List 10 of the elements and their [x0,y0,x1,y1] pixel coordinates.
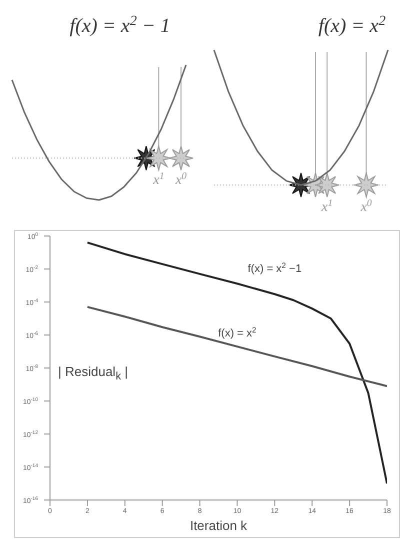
annotation: x$^{1}$ [152,170,164,188]
chart-title: f(x) = x$^{2}$ − 1 [70,14,170,37]
series-label: f(x) = x$^{2}$ [218,325,256,340]
text: x$^{1}$ [320,198,333,215]
x-axis-title: Iteration k [190,518,248,533]
annotation: x$^{0}$ [174,170,187,188]
text: x$^{0}$ [360,198,372,215]
y-axis-title: | Residual$_{k}$ | [58,364,128,383]
chart-title: f(x) = x$^{2}$ [318,14,386,37]
series-label: f(x) = x$^{2}$ −1 [248,260,302,276]
